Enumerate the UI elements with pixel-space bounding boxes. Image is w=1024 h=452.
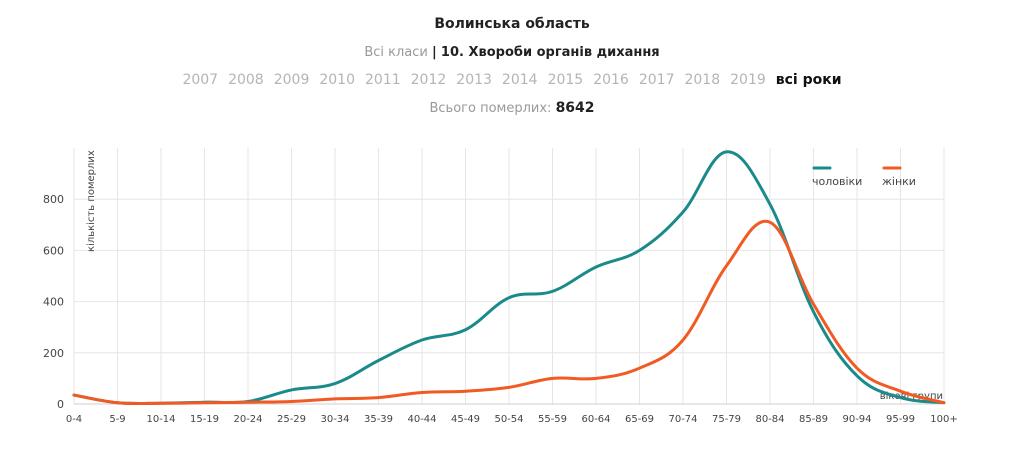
x-tick-label: 85-89 bbox=[799, 414, 828, 425]
total-label: Всього померлих: bbox=[429, 101, 552, 116]
x-tick-label: 60-64 bbox=[581, 414, 610, 425]
x-tick-label: 0-4 bbox=[66, 414, 82, 425]
year-option[interactable]: 2014 bbox=[501, 72, 538, 88]
year-option[interactable]: 2008 bbox=[228, 72, 264, 88]
x-tick-label: 5-9 bbox=[109, 414, 125, 425]
year-option[interactable]: 2018 bbox=[684, 72, 721, 88]
total-value: 8642 bbox=[555, 100, 595, 116]
x-tick-label: 65-69 bbox=[625, 414, 654, 425]
x-tick-label: 90-94 bbox=[842, 414, 871, 425]
y-axis-label: кількість померлих bbox=[85, 150, 97, 252]
y-tick-label: 800 bbox=[43, 193, 64, 206]
x-tick-label: 70-74 bbox=[668, 414, 697, 425]
x-tick-label: 10-14 bbox=[146, 414, 175, 425]
x-tick-label: 35-39 bbox=[364, 414, 393, 425]
x-tick-label: 20-24 bbox=[233, 414, 262, 425]
year-option[interactable]: 2010 bbox=[319, 72, 355, 88]
x-tick-label: 80-84 bbox=[755, 414, 784, 425]
legend-women-label: жінки bbox=[882, 175, 916, 188]
series-line-women bbox=[72, 219, 946, 406]
total-deaths: Всього померлих: 8642 bbox=[0, 100, 1024, 116]
year-option[interactable]: 2016 bbox=[593, 72, 629, 88]
year-option[interactable]: 2015 bbox=[547, 72, 584, 88]
x-tick-label: 95-99 bbox=[886, 414, 915, 425]
class-separator: | bbox=[432, 45, 437, 60]
all-classes-link[interactable]: Всі класи bbox=[364, 45, 428, 60]
y-tick-label: 600 bbox=[43, 244, 64, 257]
year-selector: 2007 2008 2009 2010 2011 2012 2013 2014 2015 2016… bbox=[0, 72, 1024, 88]
year-option[interactable]: 2011 bbox=[365, 72, 401, 88]
x-tick-label: 55-59 bbox=[538, 414, 567, 425]
year-option[interactable]: 2012 bbox=[410, 72, 447, 88]
year-option[interactable]: 2013 bbox=[456, 72, 492, 88]
selected-class[interactable]: 10. Хвороби органів дихання bbox=[440, 45, 660, 60]
x-tick-label: 15-19 bbox=[190, 414, 219, 425]
y-tick-label: 0 bbox=[57, 398, 64, 411]
year-option[interactable]: 2007 bbox=[182, 72, 219, 88]
x-tick-label: 45-49 bbox=[451, 414, 480, 425]
x-tick-label: 75-79 bbox=[712, 414, 741, 425]
year-option[interactable]: всі роки bbox=[775, 72, 842, 88]
year-option[interactable]: 2017 bbox=[638, 72, 675, 88]
x-tick-label: 25-29 bbox=[277, 414, 306, 425]
class-filter: Всі класи | 10. Хвороби органів дихання bbox=[0, 45, 1024, 60]
y-tick-label: 200 bbox=[43, 347, 64, 360]
year-option[interactable]: 2019 bbox=[730, 72, 766, 88]
year-option[interactable]: 2009 bbox=[273, 72, 310, 88]
legend-men-label: чоловіки bbox=[812, 175, 862, 188]
region-title: Волинська область bbox=[434, 16, 590, 32]
x-tick-label: 40-44 bbox=[407, 414, 436, 425]
y-tick-label: 400 bbox=[43, 296, 64, 309]
x-tick-label: 50-54 bbox=[494, 414, 523, 425]
x-tick-label: 30-34 bbox=[320, 414, 349, 425]
x-tick-label: 100+ bbox=[930, 414, 957, 425]
